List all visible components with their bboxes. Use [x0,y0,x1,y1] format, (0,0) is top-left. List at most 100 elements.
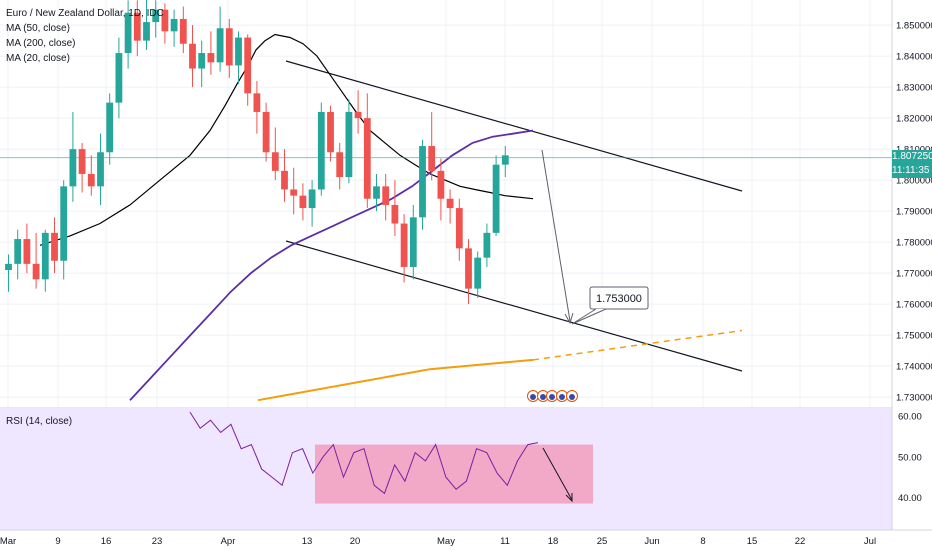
event-icons[interactable] [527,390,578,402]
time-axis[interactable]: Mar 9 16 23 Apr 13 20 May 11 18 25 Jun 8 15 22 Jul [0,529,932,550]
callout-pointer [571,308,607,325]
candle [409,204,417,280]
candle-body [179,18,187,44]
candle-body [262,111,270,153]
time-tick-label: 20 [350,536,361,547]
candle-body [308,189,316,209]
candle-body [133,12,141,41]
ma20-line [39,33,534,246]
candle [32,232,40,289]
candle [308,180,316,227]
time-tick-label: Mar [0,536,16,547]
event-icon-flag [549,394,555,400]
candle [290,167,298,215]
price-callout[interactable]: 1.753000 [571,286,649,325]
candle [345,99,353,184]
trend-channel[interactable] [285,60,743,372]
last-price-badge: 1.807250 11:11:35 [892,149,932,178]
rsi-line [189,411,539,495]
ma200-line [257,358,534,402]
price-tick-label: 1.840000 [896,52,932,63]
price-tick-label: 1.790000 [896,207,932,218]
candle [244,34,252,106]
candle-body [501,155,509,165]
time-tick-label: Jul [864,536,876,547]
projection-arrow[interactable] [541,149,574,325]
candle [437,158,445,221]
candle-body [345,111,353,178]
event-icon-flag [559,394,565,400]
time-tick-label: May [437,536,455,547]
candle [106,93,114,165]
candle-body [225,28,233,66]
candle [428,111,436,181]
candle-body [32,263,40,280]
rsi-arrow[interactable] [542,447,573,503]
price-axis-bg [892,0,932,550]
price-tick-label: 1.770000 [896,269,932,280]
time-tick-label: 23 [152,536,163,547]
event-icon [556,390,568,402]
time-axis-bg [0,530,932,550]
event-icon [546,390,558,402]
candle [492,155,500,236]
candle [235,31,242,85]
legend-symbol: Euro / New Zealand Dollar, 1D, IDC [6,8,164,19]
rsi-tick-label: 60.00 [898,412,922,423]
price-callout-box[interactable] [589,286,649,310]
candle-body [363,118,371,199]
rsi-tick-label: 40.00 [898,493,922,504]
candle [69,111,77,202]
price-tick-label: 1.830000 [896,83,932,94]
candle [474,251,482,298]
channel-upper-line [285,60,743,192]
last-price-value: 1.807250 [892,150,932,162]
candle-body [437,170,445,199]
legend-ma20: MA (20, close) [6,53,70,64]
candle [455,198,463,261]
candle [501,146,509,178]
candle-body [317,111,325,190]
candle-body [483,232,491,258]
price-axis[interactable]: 1.8500001.8400001.8300001.8200001.810000… [891,0,932,550]
candle-body [170,18,178,32]
candle [41,229,49,292]
price-tick-label: 1.850000 [896,21,932,32]
candle-body [51,232,58,261]
candle-body [152,9,160,23]
candle-body [253,93,261,112]
event-icon-flag [540,394,546,400]
candle [299,183,307,221]
candle [115,37,123,119]
candle [97,133,104,205]
candle [161,3,169,44]
rsi-tick-label: 50.00 [898,452,922,463]
candle-body [87,173,95,187]
candle [271,127,279,181]
time-tick-label: 8 [700,536,705,547]
candle-body [391,204,399,224]
event-icon [537,390,549,402]
candle [419,139,426,230]
candle [373,173,380,212]
candle [391,180,399,236]
candle [382,173,390,221]
legend: Euro / New Zealand Dollar, 1D, IDC MA (5… [6,6,164,66]
time-tick-label: Jun [644,536,659,547]
candle [281,149,288,202]
candles [5,0,509,305]
candle [446,189,454,224]
candle-body [115,53,123,103]
candle-body [5,263,12,271]
candle [51,217,58,274]
candle-body [465,248,472,289]
candle [60,180,68,280]
event-icon-flag [530,394,536,400]
candle [216,6,224,72]
candle-body [78,149,86,174]
price-tick-label: 1.730000 [896,393,932,404]
rsi-highlight-box [315,444,593,504]
candle-body [428,146,436,171]
candle [253,80,261,134]
